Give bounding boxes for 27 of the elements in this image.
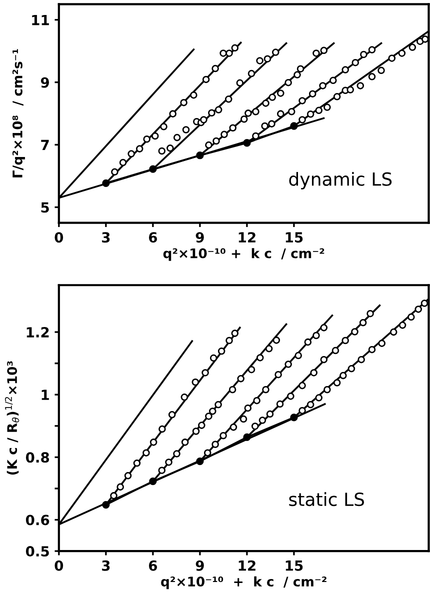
- y-tick-label: 0.6: [26, 514, 50, 526]
- x-tick-label: 6: [148, 560, 158, 571]
- y-axis-title: (K c / R$_{θ}$)$^{1/2}$×10³: [4, 361, 20, 475]
- y-axis-title: Γ/q²×10⁸ / cm²s⁻¹: [12, 49, 25, 178]
- x-tick-label: 12: [238, 232, 256, 242]
- x-tick-label: 6: [148, 232, 158, 243]
- x-tick-label: 15: [286, 232, 303, 243]
- x-tick-label: 0: [54, 232, 64, 243]
- y-tick-label: 9: [40, 77, 49, 88]
- x-tick-label: 3: [102, 232, 110, 243]
- y-tick-label: 11: [32, 14, 49, 26]
- x-tick-label: 0: [54, 560, 64, 571]
- x-axis-title: q²×10⁻¹⁰ + k c / cm⁻²: [163, 248, 324, 261]
- y-tick-label: 7: [41, 140, 49, 150]
- x-tick-label: 15: [286, 560, 303, 571]
- x-axis-title: q²×10⁻¹⁰ + k c / cm⁻²: [161, 576, 326, 590]
- x-tick-label: 12: [238, 560, 256, 571]
- annotation: dynamic LS: [289, 172, 392, 190]
- y-tick-label: 1: [42, 390, 49, 400]
- y-tick-label: 5: [41, 202, 49, 213]
- y-tick-label: 1.2: [26, 327, 49, 338]
- x-tick-label: 9: [196, 560, 204, 571]
- x-tick-label: 3: [102, 560, 110, 571]
- y-tick-label: 0.8: [26, 452, 50, 463]
- x-tick-label: 9: [196, 232, 204, 243]
- annotation: static LS: [289, 492, 364, 506]
- y-tick-label: 0.5: [26, 546, 49, 557]
